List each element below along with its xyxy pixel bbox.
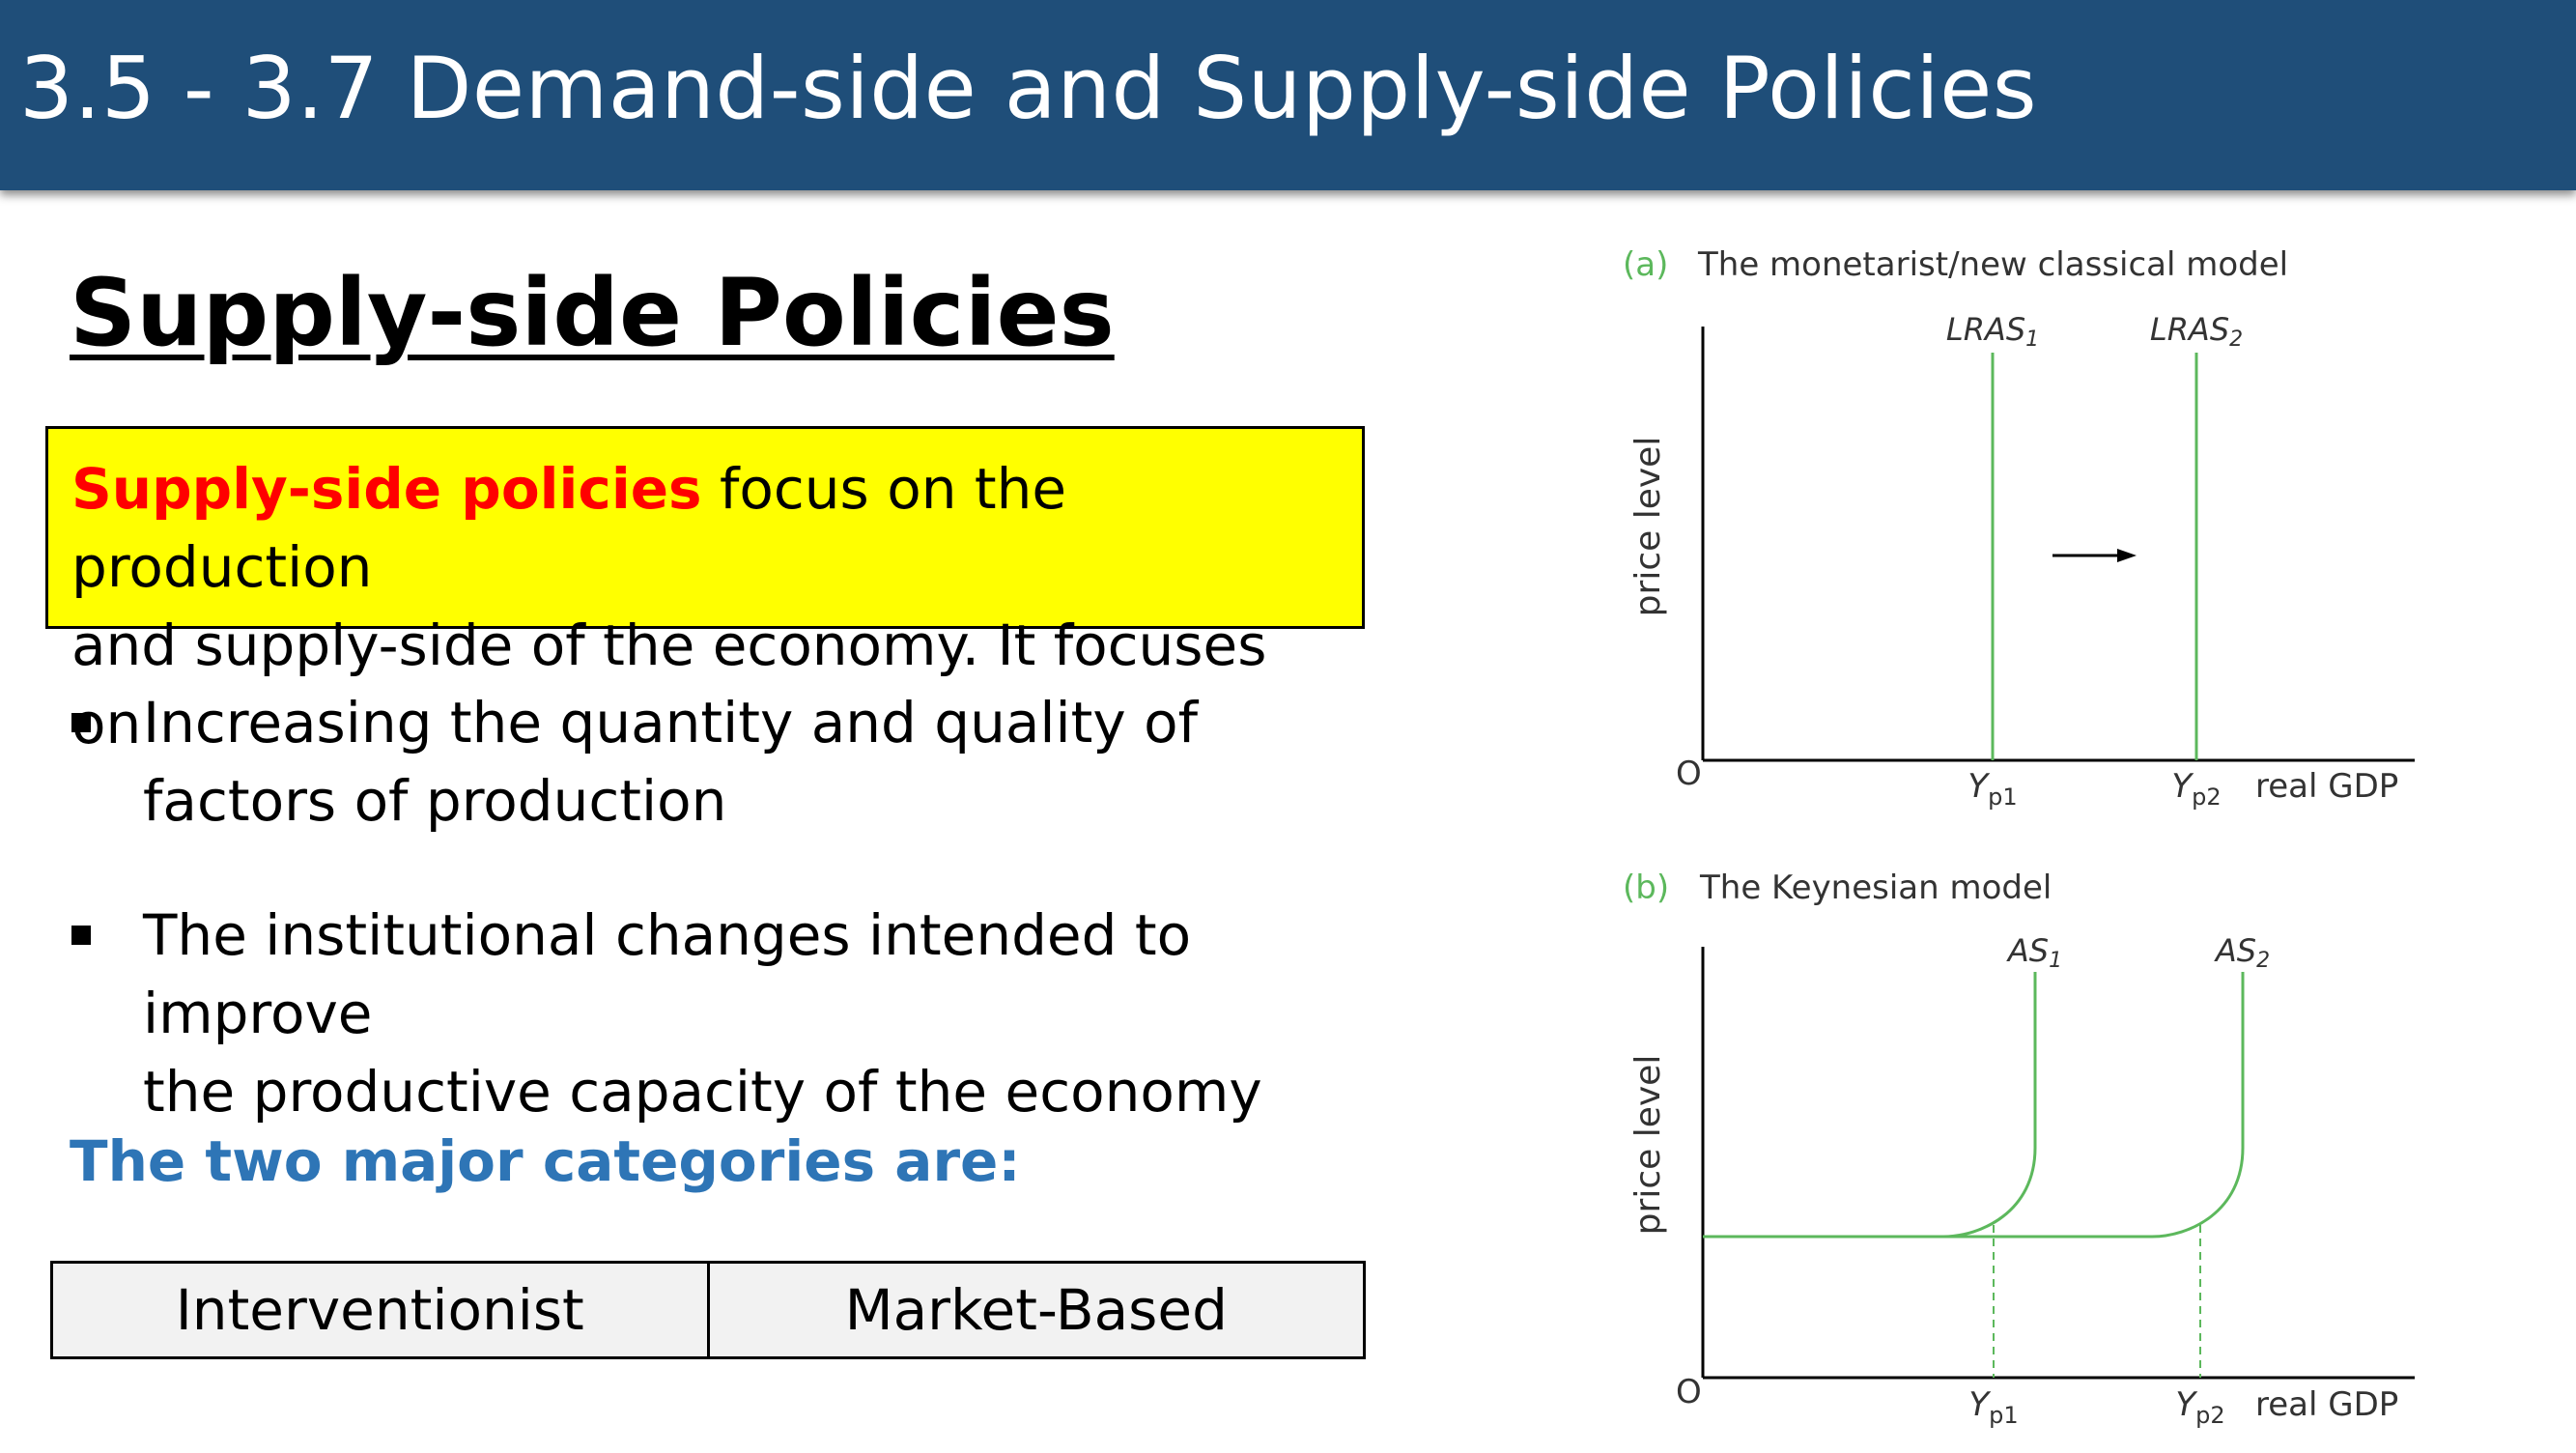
bullet-line: factors of production xyxy=(143,768,727,834)
bullet-square-icon xyxy=(71,713,91,732)
diagram-a-title: The monetarist/new classical model xyxy=(1697,245,2288,284)
bullet-square-icon xyxy=(71,926,91,945)
definition-box: Supply-side policies focus on the produc… xyxy=(45,426,1365,756)
as-diagrams-svg: (a) The monetarist/new classical model p… xyxy=(1623,245,2415,1429)
lras1-label: LRAS1 xyxy=(1946,311,2039,352)
diagram-b-title: The Keynesian model xyxy=(1699,869,2052,907)
diagram-b-ylabel: price level xyxy=(1628,1055,1668,1236)
bullet-line: Increasing the quantity and quality of xyxy=(143,690,1199,755)
definition-text: focus on the production xyxy=(71,456,1067,600)
diagram-b: (b) The Keynesian model price level AS1 … xyxy=(1623,869,2415,1429)
category-market-based: Market-Based xyxy=(706,1264,1363,1356)
slide-title: 3.5 - 3.7 Demand-side and Supply-side Po… xyxy=(19,39,2038,138)
diagram-a-ylabel: price level xyxy=(1628,437,1668,617)
ytick-yp1: Yp1 xyxy=(1967,767,2017,811)
as2-label: AS2 xyxy=(2214,932,2270,973)
as-diagrams: (a) The monetarist/new classical model p… xyxy=(1603,232,2444,1449)
diagram-b-xlabel: real GDP xyxy=(2255,1385,2398,1424)
categories-table: Interventionist Market-Based xyxy=(50,1261,1366,1359)
diagram-b-origin: O xyxy=(1676,1373,1702,1411)
diagram-b-tag: (b) xyxy=(1623,869,1669,907)
diagram-a-xlabel: real GDP xyxy=(2255,767,2398,806)
as1-curve xyxy=(1703,972,2037,1239)
diagram-a-tag: (a) xyxy=(1623,245,1668,284)
arrow-right-icon xyxy=(2117,549,2137,562)
lras2-label: LRAS2 xyxy=(2150,311,2243,352)
as2-curve xyxy=(1943,972,2245,1239)
bullet-line: The institutional changes intended to im… xyxy=(143,902,1192,1046)
section-title: Supply-side Policies xyxy=(70,259,1115,367)
as1-label: AS1 xyxy=(2006,932,2062,973)
ytick-yp2: Yp2 xyxy=(2171,767,2221,811)
bullet-text: Increasing the quantity and quality of f… xyxy=(143,684,1399,840)
diagram-a: (a) The monetarist/new classical model p… xyxy=(1623,245,2415,811)
category-interventionist: Interventionist xyxy=(53,1264,707,1356)
definition-line-1: Supply-side policies focus on the produc… xyxy=(71,450,1345,607)
title-bar: 3.5 - 3.7 Demand-side and Supply-side Po… xyxy=(0,0,2576,190)
bullet-text: The institutional changes intended to im… xyxy=(143,897,1399,1131)
bullet-line: the productive capacity of the economy xyxy=(143,1059,1262,1125)
definition-term: Supply-side policies xyxy=(71,456,702,522)
ytick-yp1: Yp1 xyxy=(1968,1385,2018,1429)
diagram-a-origin: O xyxy=(1676,755,1702,793)
categories-heading: The two major categories are: xyxy=(70,1128,1021,1194)
ytick-yp2: Yp2 xyxy=(2175,1385,2224,1429)
definition-line-2: and supply-side of the economy. It focus… xyxy=(71,613,1267,756)
